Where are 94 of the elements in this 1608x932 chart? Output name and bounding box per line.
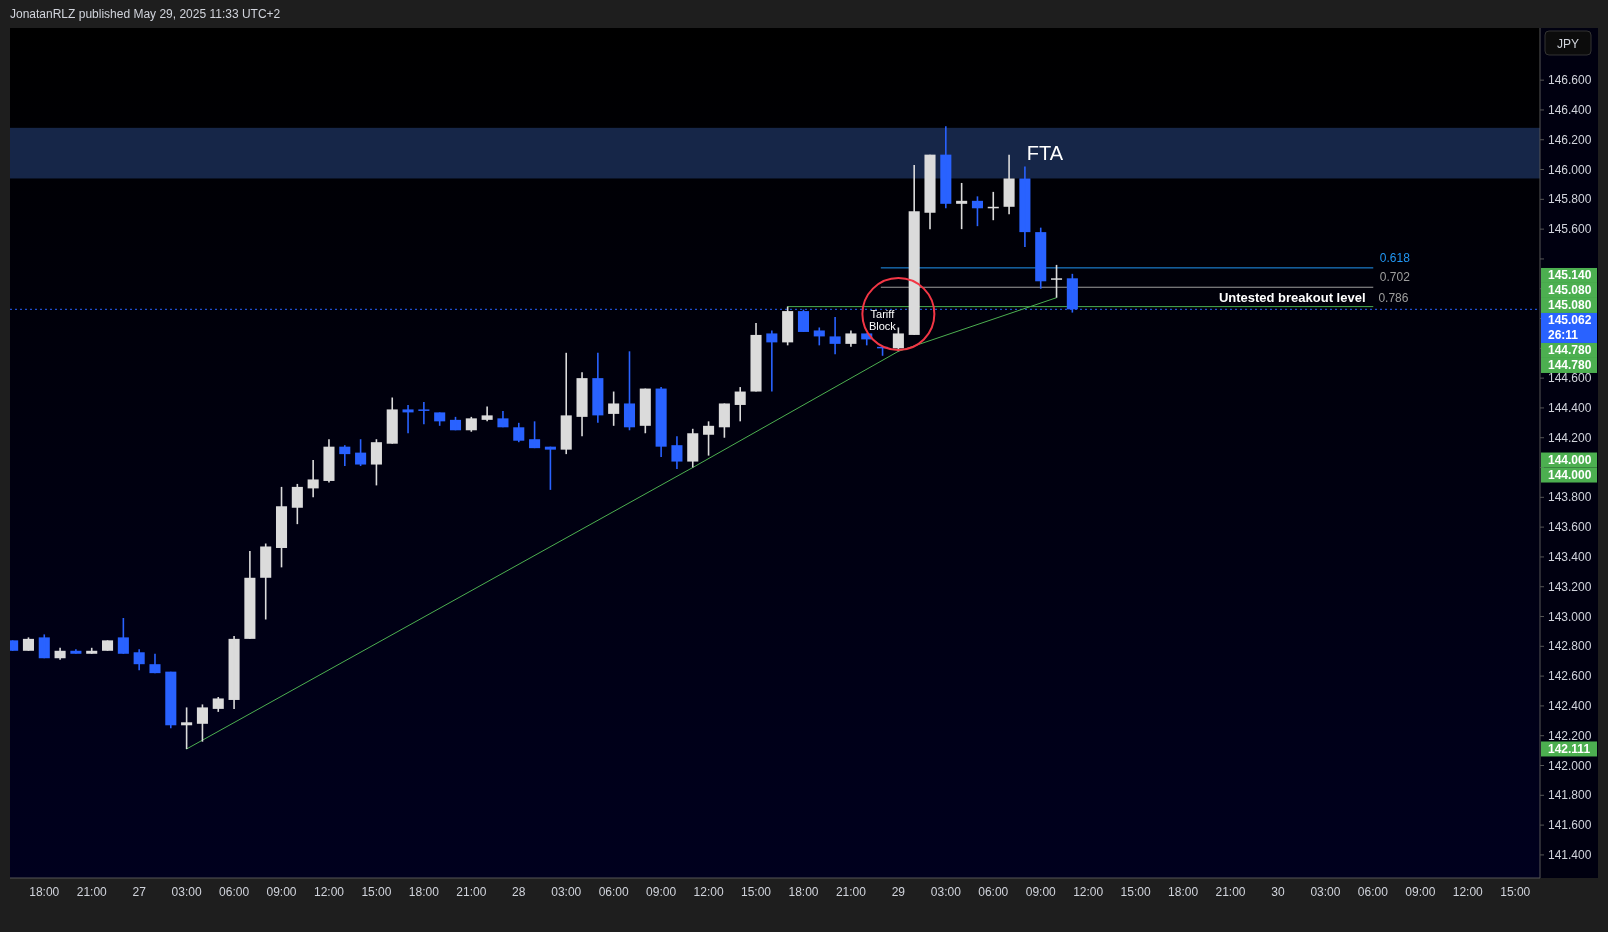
candlestick bbox=[291, 483, 303, 525]
series-label: 0.618 bbox=[1379, 250, 1411, 265]
x-tick-label: 12:00 bbox=[313, 885, 345, 899]
y-tick-label: 142.000 bbox=[1548, 758, 1592, 773]
text: 145.080 bbox=[1548, 283, 1592, 298]
candlestick bbox=[275, 486, 288, 569]
candlestick bbox=[718, 402, 730, 439]
x-tick-label: 15:00 bbox=[1500, 885, 1531, 899]
candlestick bbox=[481, 405, 493, 423]
y-tick-label: 146.200 bbox=[1548, 132, 1592, 147]
candlestick bbox=[370, 438, 382, 487]
x-tick-label: 21:00 bbox=[835, 885, 867, 899]
candlestick bbox=[924, 153, 936, 230]
chart-title: JonatanRLZ published May 29, 2025 11:33 UTC+2 bbox=[10, 7, 281, 21]
candlestick bbox=[181, 706, 193, 750]
y-tick-label: 146.000 bbox=[1548, 162, 1592, 177]
x-tick-label: 12:00 bbox=[1452, 885, 1484, 899]
x-tick-label: 21:00 bbox=[76, 885, 108, 899]
x-tick-label: 03:00 bbox=[171, 885, 202, 899]
text: 144.780 bbox=[1548, 343, 1592, 358]
x-tick-label: 06:00 bbox=[978, 885, 1009, 899]
y-tick-label: 144.400 bbox=[1548, 400, 1592, 415]
text: 144.780 bbox=[1548, 358, 1592, 373]
text: 145.140 bbox=[1548, 268, 1592, 283]
x-tick-label: 21:00 bbox=[1215, 885, 1246, 899]
text: 144.000 bbox=[1548, 468, 1592, 483]
candlestick bbox=[639, 387, 651, 435]
text: 145.080 bbox=[1548, 298, 1592, 313]
x-tick-label: 18:00 bbox=[29, 885, 60, 899]
x-tick-label: 09:00 bbox=[646, 885, 677, 899]
y-tick-label: 142.200 bbox=[1548, 728, 1592, 743]
y-tick-label: 142.600 bbox=[1548, 669, 1592, 684]
annotation: Untested breakout level bbox=[1218, 289, 1366, 305]
x-tick-label: 28 bbox=[512, 885, 526, 899]
x-tick-label: 12:00 bbox=[693, 885, 724, 899]
series-label: 0.702 bbox=[1379, 270, 1411, 285]
y-tick-label: 141.800 bbox=[1548, 788, 1592, 803]
candlestick bbox=[956, 182, 968, 230]
x-tick-label: 18:00 bbox=[408, 885, 440, 899]
y-tick-label: 143.600 bbox=[1548, 520, 1592, 535]
x-tick-label: 06:00 bbox=[1357, 885, 1389, 899]
x-tick-label: 09:00 bbox=[266, 885, 297, 899]
x-tick-label: 15:00 bbox=[741, 885, 772, 899]
x-tick-label: 06:00 bbox=[598, 885, 630, 899]
candlestick bbox=[418, 401, 430, 426]
y-tick-label: 146.400 bbox=[1548, 102, 1592, 117]
ref-line-label: 145.062 26:11 bbox=[1548, 313, 1592, 343]
annotation: Tariff Block bbox=[868, 308, 897, 333]
x-tick-label: 03:00 bbox=[1310, 885, 1341, 899]
candlestick bbox=[750, 322, 762, 393]
y-tick-label: 144.200 bbox=[1548, 430, 1592, 445]
candlestick bbox=[196, 703, 208, 743]
y-tick-label: 143.400 bbox=[1548, 549, 1592, 564]
x-tick-label: 21:00 bbox=[456, 885, 487, 899]
y-tick-label: 141.400 bbox=[1548, 847, 1592, 862]
candlestick bbox=[149, 652, 161, 674]
x-tick-label: 15:00 bbox=[1120, 885, 1151, 899]
x-tick-label: 29 bbox=[891, 885, 906, 899]
y-tick-label: 142.400 bbox=[1548, 698, 1592, 713]
x-tick-label: 27 bbox=[132, 885, 147, 899]
candlestick bbox=[529, 420, 541, 449]
text: 144.000 bbox=[1548, 453, 1592, 468]
x-tick-label: 03:00 bbox=[551, 885, 582, 899]
x-tick-label: 03:00 bbox=[930, 885, 962, 899]
candlestick bbox=[1051, 264, 1063, 299]
candlestick bbox=[608, 390, 620, 427]
y-tick-label: 145.800 bbox=[1548, 192, 1592, 207]
x-tick-label: 18:00 bbox=[1168, 885, 1199, 899]
y-tick-label: 141.600 bbox=[1548, 818, 1592, 833]
candlestick bbox=[355, 438, 367, 467]
x-tick-label: 18:00 bbox=[788, 885, 819, 899]
candlestick bbox=[323, 438, 335, 484]
y-tick-label: 144.600 bbox=[1548, 371, 1592, 386]
x-tick-label: 12:00 bbox=[1073, 885, 1104, 899]
text: 142.111 bbox=[1548, 741, 1591, 756]
candlestick bbox=[623, 350, 636, 432]
x-tick-label: 15:00 bbox=[361, 885, 392, 899]
x-tick-label: 09:00 bbox=[1405, 885, 1436, 899]
y-tick-label: 142.800 bbox=[1548, 639, 1592, 654]
x-tick-label: 06:00 bbox=[219, 885, 250, 899]
candlestick bbox=[703, 420, 715, 457]
y-tick-label: 143.200 bbox=[1548, 579, 1592, 594]
y-tick-label: 146.600 bbox=[1548, 73, 1592, 88]
candlestick bbox=[544, 445, 556, 491]
candlestick bbox=[117, 617, 129, 655]
annotation: 0.786 bbox=[1378, 290, 1409, 305]
y-tick-label: 143.000 bbox=[1548, 609, 1592, 624]
x-tick-label: 09:00 bbox=[1025, 885, 1057, 899]
x-tick-label: 30 bbox=[1271, 885, 1285, 899]
band-label: FTA bbox=[1026, 142, 1064, 165]
y-axis-title: JPY bbox=[1556, 37, 1580, 51]
y-tick-label: 143.800 bbox=[1548, 490, 1592, 505]
y-tick-label: 145.600 bbox=[1548, 222, 1592, 237]
candlestick bbox=[782, 305, 794, 347]
